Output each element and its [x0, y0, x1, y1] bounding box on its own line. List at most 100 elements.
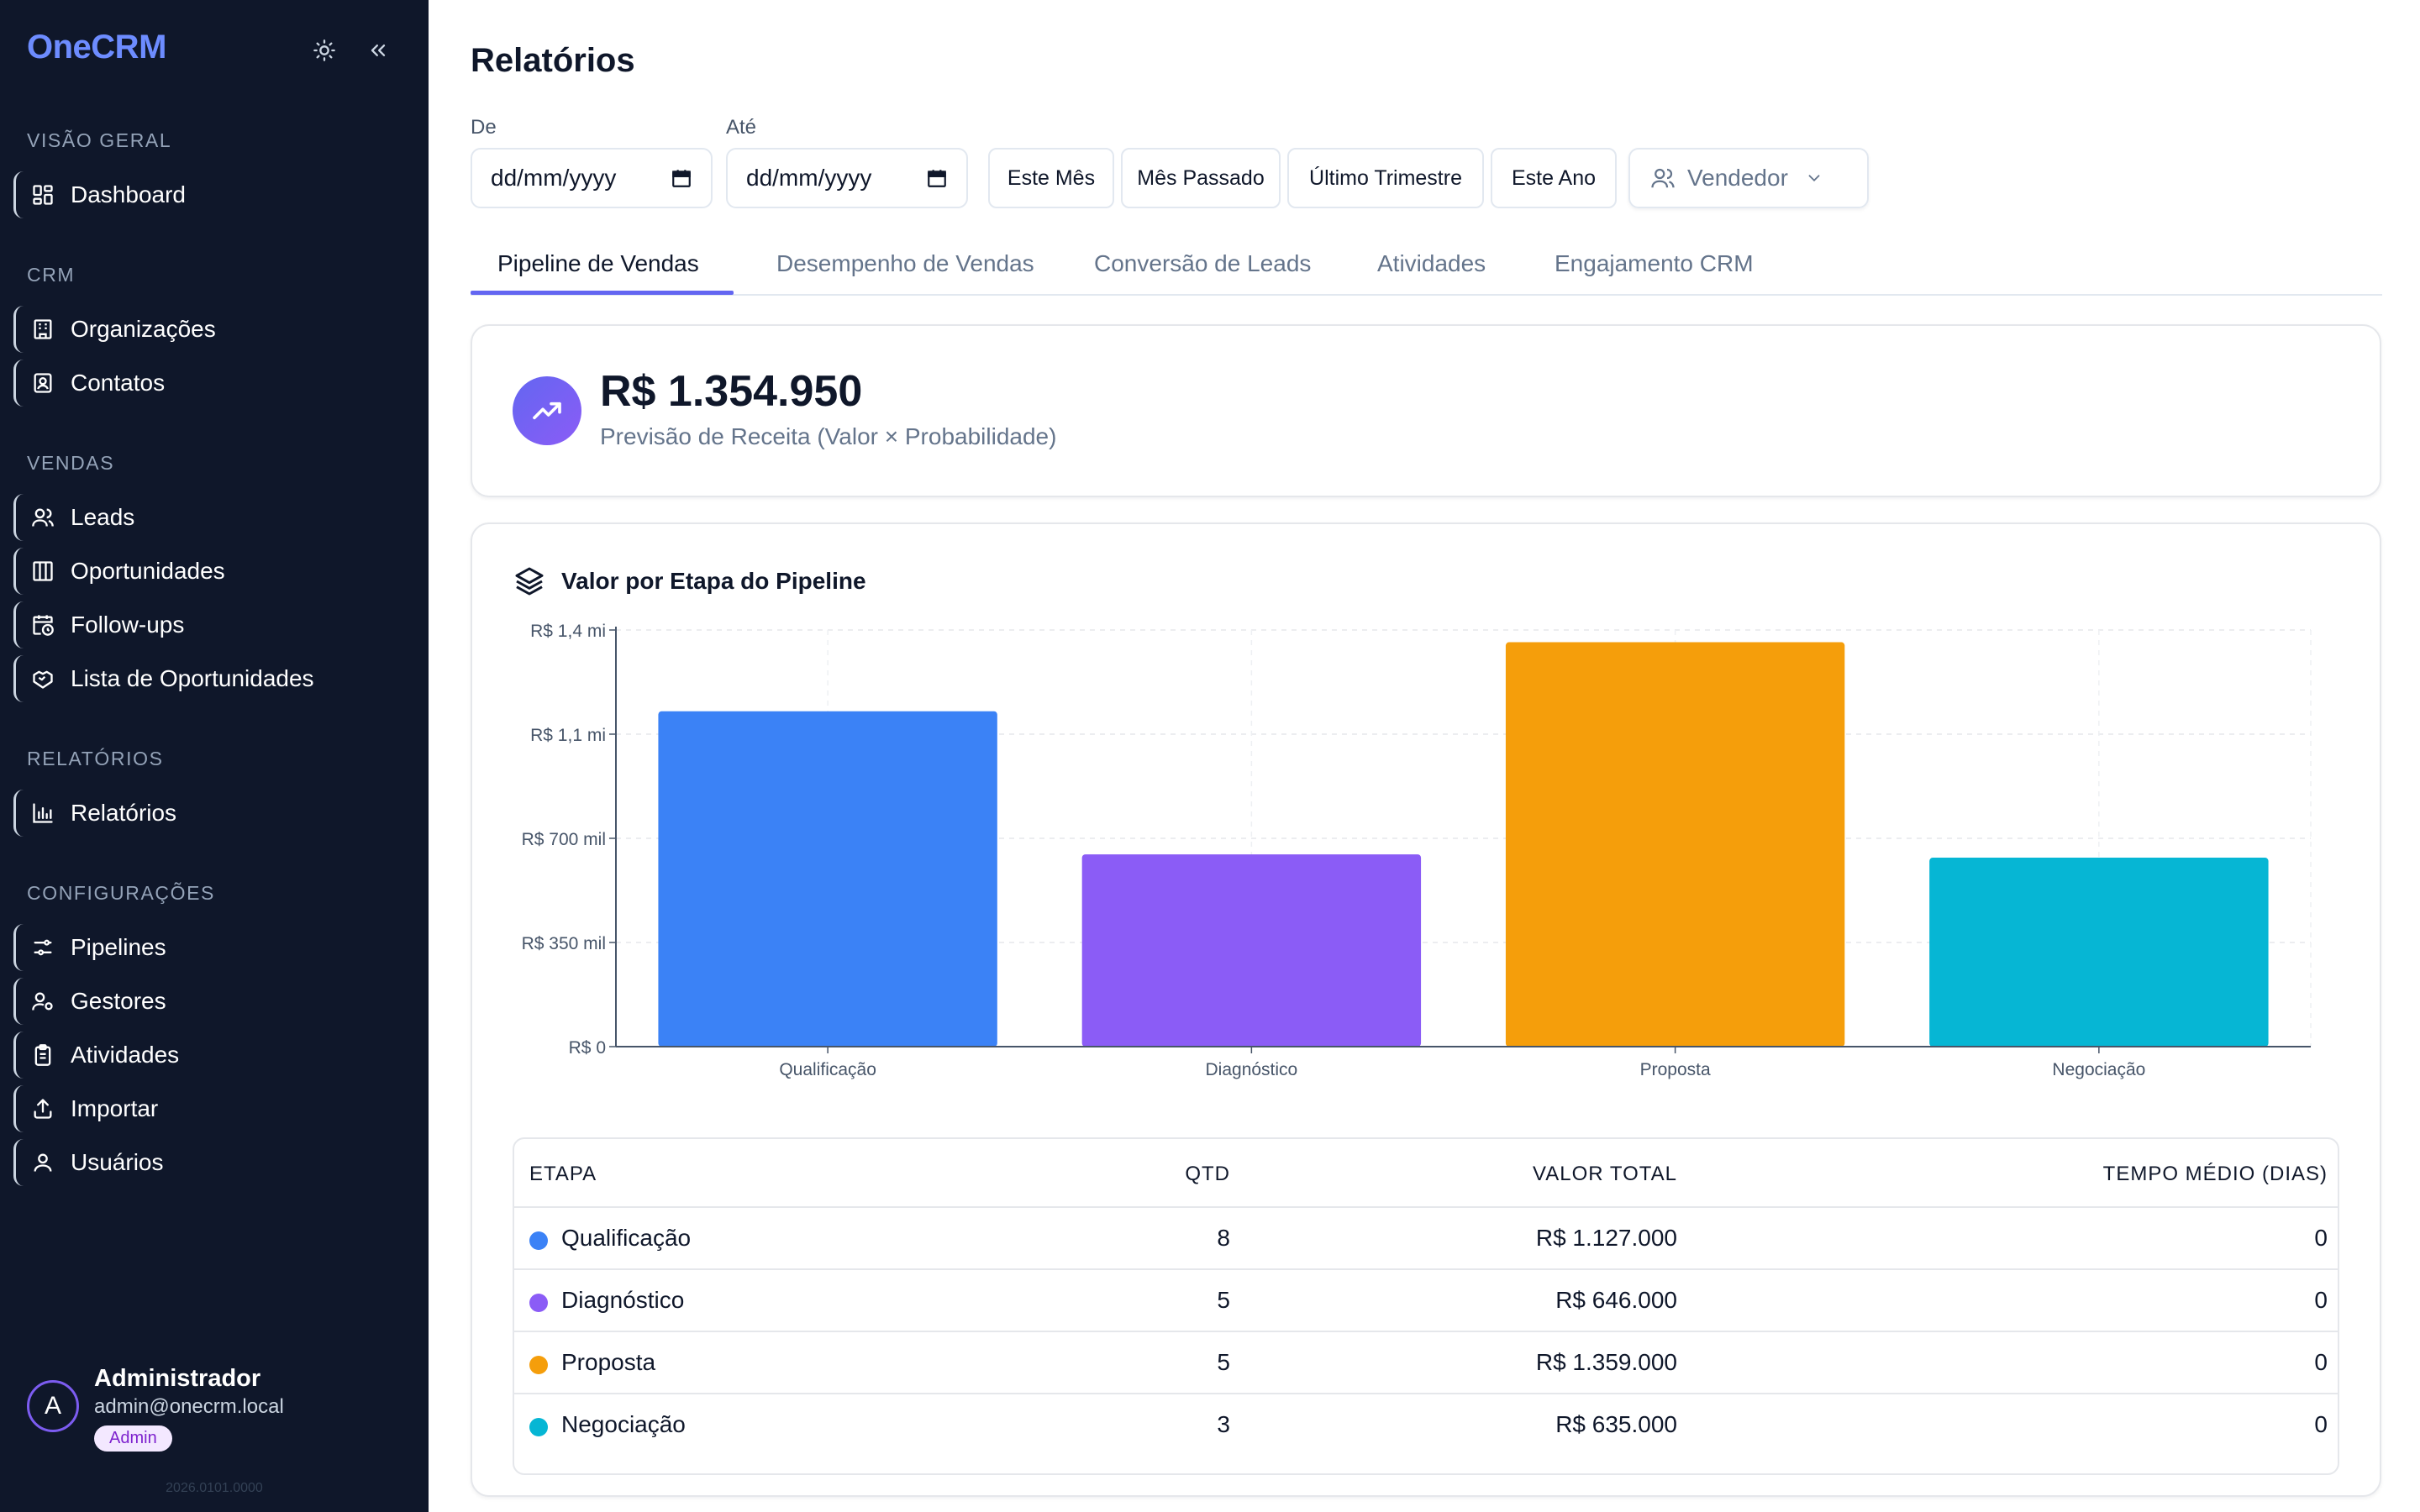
cell-total: R$ 1.359.000 — [1535, 1349, 1677, 1375]
sidebar-item-dashboard[interactable]: Dashboard — [13, 170, 408, 220]
sidebar-item-lista-oportunidades[interactable]: Lista de Oportunidades — [13, 654, 408, 704]
sliders-icon — [30, 935, 55, 960]
trending-up-icon — [513, 376, 581, 445]
sun-icon — [313, 39, 335, 61]
cell-avg-days: 0 — [2314, 1225, 2328, 1251]
cell-stage: Negociação — [561, 1411, 686, 1437]
chart-title: Valor por Etapa do Pipeline — [561, 568, 866, 594]
sidebar-item-leads[interactable]: Leads — [13, 492, 408, 543]
chevron-down-icon — [1808, 175, 1820, 182]
col-valor-total: VALOR TOTAL — [1533, 1163, 1677, 1185]
bar-qualificação — [658, 711, 997, 1047]
active-tab-indicator — [471, 291, 734, 295]
brand-logo[interactable]: OneCRM — [27, 29, 166, 66]
theme-toggle-button[interactable] — [306, 32, 343, 69]
bar-diagnóstico — [1081, 854, 1422, 1047]
x-tick-label: Negociação — [2052, 1060, 2145, 1079]
section-label-overview: VISÃO GERAL — [27, 129, 172, 151]
sidebar-item-label: Importar — [71, 1095, 159, 1121]
col-tempo-medio: TEMPO MÉDIO (DIAS) — [2102, 1163, 2328, 1185]
cell-stage: Diagnóstico — [561, 1287, 685, 1313]
cell-qty: 8 — [1217, 1225, 1230, 1251]
pipeline-table: ETAPA QTD VALOR TOTAL TEMPO MÉDIO (DIAS)… — [513, 1137, 2339, 1475]
avatar: A — [27, 1380, 79, 1432]
cell-qty: 5 — [1217, 1287, 1230, 1313]
sidebar-item-gestores[interactable]: Gestores — [13, 976, 408, 1026]
cell-qty: 5 — [1217, 1349, 1230, 1375]
user-email: admin@onecrm.local — [94, 1395, 284, 1418]
tab-desempenho-vendas[interactable]: Desempenho de Vendas — [776, 250, 1034, 276]
x-tick-label: Diagnóstico — [1206, 1060, 1298, 1079]
cell-stage: Qualificação — [561, 1225, 692, 1251]
chart-header: Valor por Etapa do Pipeline — [513, 564, 866, 598]
bar-negociação — [1929, 858, 2269, 1047]
y-tick-label: R$ 0 — [569, 1038, 606, 1058]
table-row[interactable]: Diagnóstico 5 R$ 646.000 0 — [514, 1268, 2338, 1331]
sidebar-item-importar[interactable]: Importar — [13, 1084, 408, 1134]
user-icon — [30, 1150, 55, 1175]
sidebar: OneCRM VISÃO GERAL Dashboard CRM Organiz… — [0, 0, 429, 1512]
sidebar-item-label: Follow-ups — [71, 612, 185, 638]
revenue-forecast-card: R$ 1.354.950 Previsão de Receita (Valor … — [471, 324, 2381, 497]
sidebar-item-pipelines[interactable]: Pipelines — [13, 922, 408, 973]
bar-proposta — [1505, 642, 1845, 1047]
revenue-forecast-value: R$ 1.354.950 — [600, 367, 863, 416]
report-tabs: Pipeline de Vendas Desempenho de Vendas … — [471, 235, 2382, 296]
y-tick-label: R$ 700 mil — [522, 830, 606, 849]
to-date-placeholder: dd/mm/yyyy — [746, 165, 872, 191]
ultimo-trimestre-button[interactable]: Último Trimestre — [1287, 148, 1484, 208]
y-tick-label: R$ 350 mil — [522, 934, 606, 953]
calendar-clock-icon — [30, 612, 55, 638]
tab-engajamento-crm[interactable]: Engajamento CRM — [1555, 250, 1754, 276]
tab-conversao-leads[interactable]: Conversão de Leads — [1094, 250, 1312, 276]
section-label-crm: CRM — [27, 264, 76, 286]
users-icon — [30, 505, 55, 530]
sidebar-item-label: Oportunidades — [71, 558, 225, 584]
table-row[interactable]: Qualificação 8 R$ 1.127.000 0 — [514, 1206, 2338, 1268]
sidebar-item-usuarios[interactable]: Usuários — [13, 1137, 408, 1188]
cell-stage: Proposta — [561, 1349, 656, 1375]
mes-passado-button[interactable]: Mês Passado — [1121, 148, 1281, 208]
to-date-input[interactable]: dd/mm/yyyy — [726, 148, 968, 208]
sidebar-item-label: Usuários — [71, 1149, 164, 1175]
app-version: 2026.0101.0000 — [166, 1481, 263, 1495]
collapse-sidebar-button[interactable] — [360, 32, 397, 69]
pipeline-bar-chart: R$ 0 R$ 350 mil R$ 700 mil R$ 1,1 mi R$ 1,4 … — [522, 622, 2312, 1079]
calendar-icon[interactable] — [926, 167, 948, 189]
sidebar-item-follow-ups[interactable]: Follow-ups — [13, 600, 408, 650]
layout-grid-icon — [30, 182, 55, 207]
table-row[interactable]: Proposta 5 R$ 1.359.000 0 — [514, 1331, 2338, 1393]
tab-atividades[interactable]: Atividades — [1377, 250, 1486, 276]
y-tick-label: R$ 1,4 mi — [530, 622, 606, 641]
clipboard-icon — [30, 1042, 55, 1068]
sidebar-item-label: Dashboard — [71, 181, 186, 207]
sidebar-item-label: Leads — [71, 504, 135, 530]
handshake-icon — [30, 666, 55, 691]
revenue-forecast-label: Previsão de Receita (Valor × Probabilida… — [600, 423, 1057, 449]
sidebar-item-contatos[interactable]: Contatos — [13, 358, 408, 408]
sidebar-item-label: Gestores — [71, 988, 166, 1014]
este-ano-button[interactable]: Este Ano — [1491, 148, 1617, 208]
from-date-input[interactable]: dd/mm/yyyy — [471, 148, 713, 208]
cell-total: R$ 646.000 — [1555, 1287, 1677, 1313]
to-label: Até — [726, 116, 757, 139]
este-mes-button[interactable]: Este Mês — [988, 148, 1114, 208]
stage-color-dot — [529, 1418, 548, 1436]
sidebar-item-atividades[interactable]: Atividades — [13, 1030, 408, 1080]
sidebar-item-relatorios[interactable]: Relatórios — [13, 788, 408, 838]
vendor-select[interactable]: Vendedor — [1628, 148, 1869, 208]
user-cog-icon — [30, 989, 55, 1014]
sidebar-item-oportunidades[interactable]: Oportunidades — [13, 546, 408, 596]
x-tick-label: Qualificação — [779, 1060, 876, 1079]
users-icon — [1651, 168, 1675, 188]
table-row[interactable]: Negociação 3 R$ 635.000 0 — [514, 1393, 2338, 1455]
col-qtd: QTD — [1185, 1163, 1230, 1185]
building-icon — [30, 317, 55, 342]
cell-avg-days: 0 — [2314, 1287, 2328, 1313]
main-content: Relatórios De Até dd/mm/yyyy dd/mm/yyyy … — [429, 0, 2420, 1512]
columns-icon — [30, 559, 55, 584]
sidebar-item-organizacoes[interactable]: Organizações — [13, 304, 408, 354]
tab-pipeline-vendas[interactable]: Pipeline de Vendas — [497, 250, 699, 276]
calendar-icon[interactable] — [671, 167, 692, 189]
section-label-configuracoes: CONFIGURAÇÕES — [27, 882, 215, 904]
